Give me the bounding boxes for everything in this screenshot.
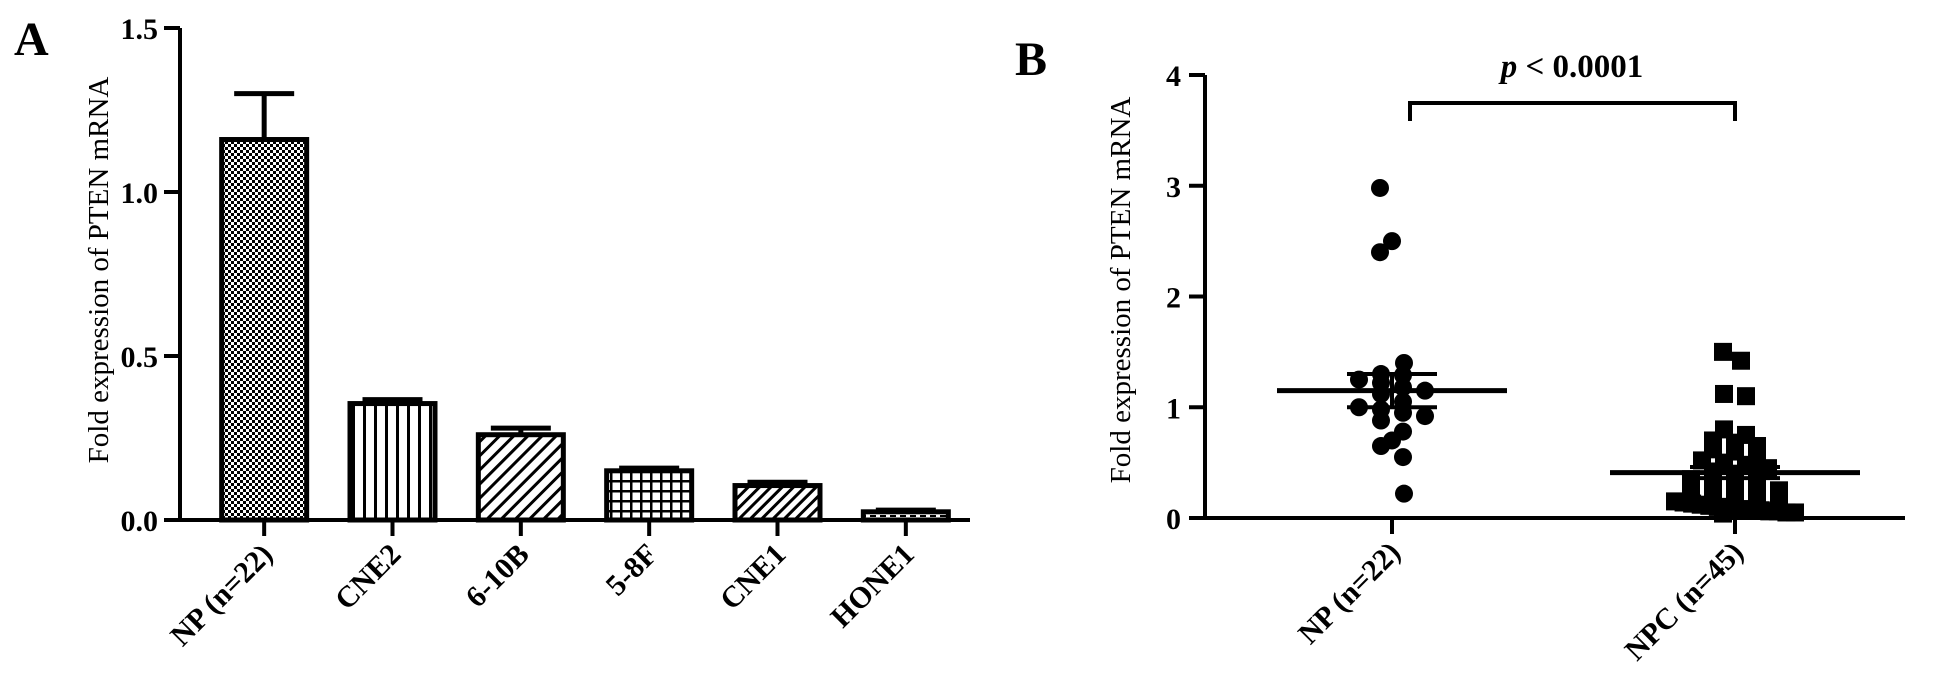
panel-b-category-label: NP (n=22)	[1292, 536, 1407, 651]
npc-point	[1737, 387, 1755, 406]
p-value-threshold: < 0.0001	[1517, 49, 1643, 85]
npc-point	[1715, 384, 1733, 403]
panel-b-y-tick-label: 3	[1166, 171, 1181, 204]
panel-a-y-axis-title: Fold expression of PTEN mRNA	[83, 77, 115, 464]
panel-b-y-tick-label: 2	[1166, 282, 1181, 315]
bar-1	[219, 137, 310, 523]
np-point	[1372, 400, 1390, 419]
bar-2	[347, 401, 438, 523]
panel-b-y-tick-label: 1	[1166, 392, 1181, 425]
np-point	[1395, 353, 1413, 372]
panel-b-category-label: NPC (n=45)	[1618, 536, 1749, 667]
panel-a-x-axis: NP (n=22) CNE2 6-10B 5-8F CNE1 HONE1	[164, 518, 970, 653]
panel-a-category-label: HONE1	[824, 538, 920, 634]
panel-a-category-label: CNE1	[714, 538, 793, 617]
bar-5	[732, 483, 823, 523]
panel-a-category-label: 6-10B	[459, 538, 535, 614]
p-value-label: p < 0.0001	[1498, 49, 1644, 85]
bar-4	[604, 468, 695, 523]
npc-point	[1715, 420, 1733, 439]
panel-a-bar-chart: A Fold expression of PTEN mRNA 0.0 0.5 1.0…	[14, 13, 970, 653]
panel-b-y-tick-label: 0	[1166, 503, 1181, 536]
panel-a-y-axis: 0.0 0.5 1.0 1.5	[121, 13, 182, 538]
panel-a-category-label: 5-8F	[600, 538, 665, 603]
panel-a-category-label: CNE2	[329, 538, 408, 617]
panel-b-significance: p < 0.0001	[1408, 49, 1737, 121]
panel-b-y-tick-label: 4	[1166, 60, 1181, 93]
bar-3	[475, 432, 566, 523]
panel-b-y-axis: 0 1 2 3 4	[1166, 60, 1207, 536]
panel-a-category-label: NP (n=22)	[164, 538, 279, 653]
panel-a-y-tick-label: 0.5	[121, 341, 159, 374]
panel-b-points	[1277, 178, 1860, 523]
panel-b-y-axis-title: Fold expression of PTEN mRNA	[1105, 97, 1137, 484]
np-point	[1395, 484, 1413, 503]
npc-point	[1682, 484, 1700, 503]
panel-label-b: B	[1015, 33, 1047, 86]
np-point	[1416, 407, 1434, 426]
npc-point	[1770, 481, 1788, 500]
panel-a-y-tick-label: 1.0	[121, 177, 159, 210]
panel-b-x-axis: NP (n=22) NPC (n=45)	[1205, 516, 1905, 667]
panel-a-bars	[219, 91, 951, 523]
npc-point	[1737, 425, 1755, 444]
np-point	[1371, 178, 1389, 197]
np-point	[1371, 243, 1389, 262]
np-point	[1394, 422, 1412, 441]
p-value-symbol: p	[1498, 49, 1518, 85]
panel-b-scatter-chart: B Fold expression of PTEN mRNA 0 1 2 3 4 NP …	[1015, 33, 1905, 667]
np-point	[1383, 232, 1401, 251]
np-point	[1394, 448, 1412, 467]
significance-bracket	[1408, 101, 1737, 121]
panel-label-a: A	[14, 13, 49, 66]
panel-a-y-tick-label: 0.0	[121, 505, 159, 538]
npc-point	[1714, 342, 1732, 361]
panel-a-y-tick-label: 1.5	[121, 13, 159, 46]
npc-point	[1732, 351, 1750, 370]
